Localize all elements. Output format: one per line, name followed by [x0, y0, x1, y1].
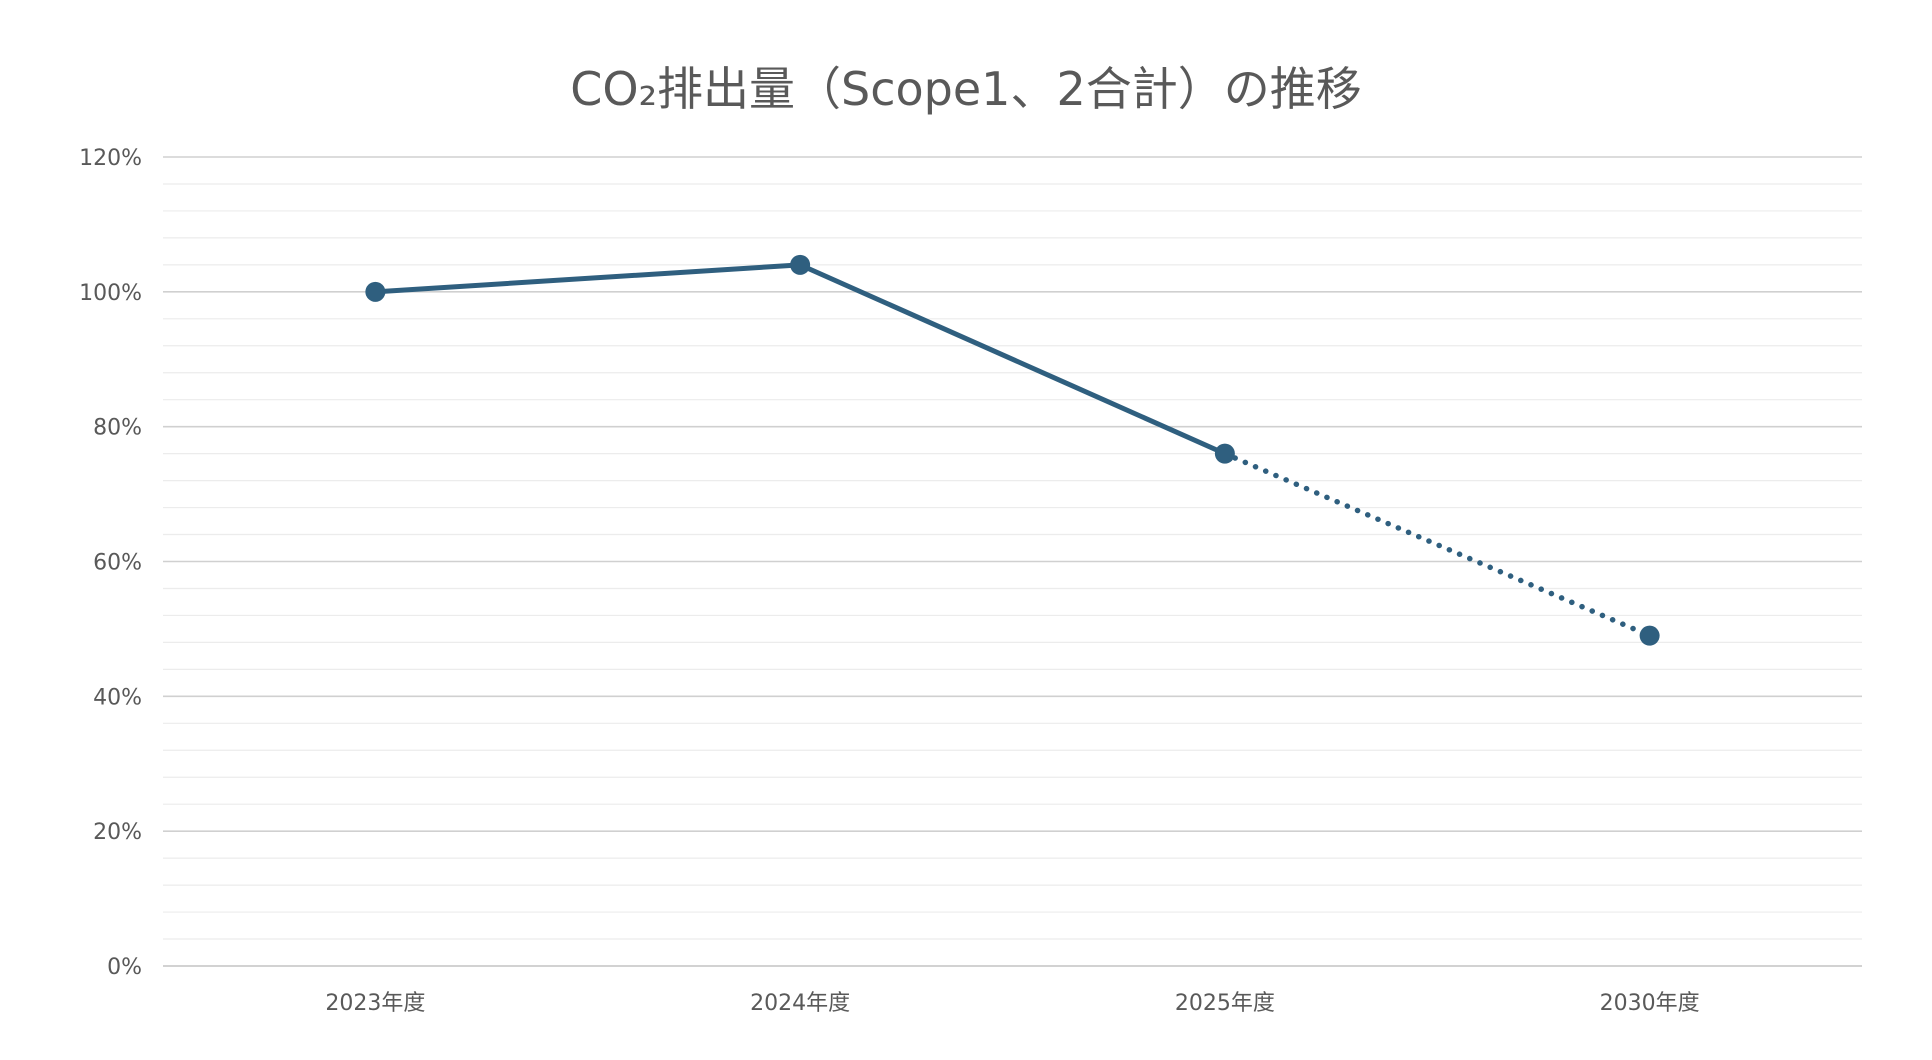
series-segment — [797, 262, 1228, 457]
y-tick-label: 120% — [79, 146, 142, 171]
x-tick-label: 2023年度 — [325, 991, 425, 1016]
series-layer — [372, 262, 1653, 639]
y-tick-label: 20% — [93, 820, 142, 845]
y-tick-label: 80% — [93, 416, 142, 441]
data-point-marker — [790, 254, 811, 275]
x-tick-label: 2025年度 — [1175, 991, 1275, 1016]
y-tick-label: 60% — [93, 551, 142, 576]
gridlines — [163, 156, 1862, 940]
data-point-marker — [1214, 443, 1235, 464]
data-point-marker — [365, 281, 386, 302]
y-tick-label: 100% — [79, 281, 142, 306]
data-point-marker — [1639, 625, 1660, 646]
y-tick-label: 40% — [93, 685, 142, 710]
chart-title: CO₂排出量（Scope1、2合計）の推移 — [570, 62, 1361, 116]
axes: 0% 20% 40% 60% 80% 100% 120% 2023年度 2024年度 2025年度… — [79, 146, 1862, 1016]
y-tick-label: 0% — [107, 955, 142, 980]
series-segment-dotted — [1222, 450, 1653, 639]
series-segment — [372, 262, 803, 295]
x-tick-label: 2030年度 — [1600, 991, 1700, 1016]
x-tick-label: 2024年度 — [750, 991, 850, 1016]
markers-layer — [365, 254, 1660, 646]
